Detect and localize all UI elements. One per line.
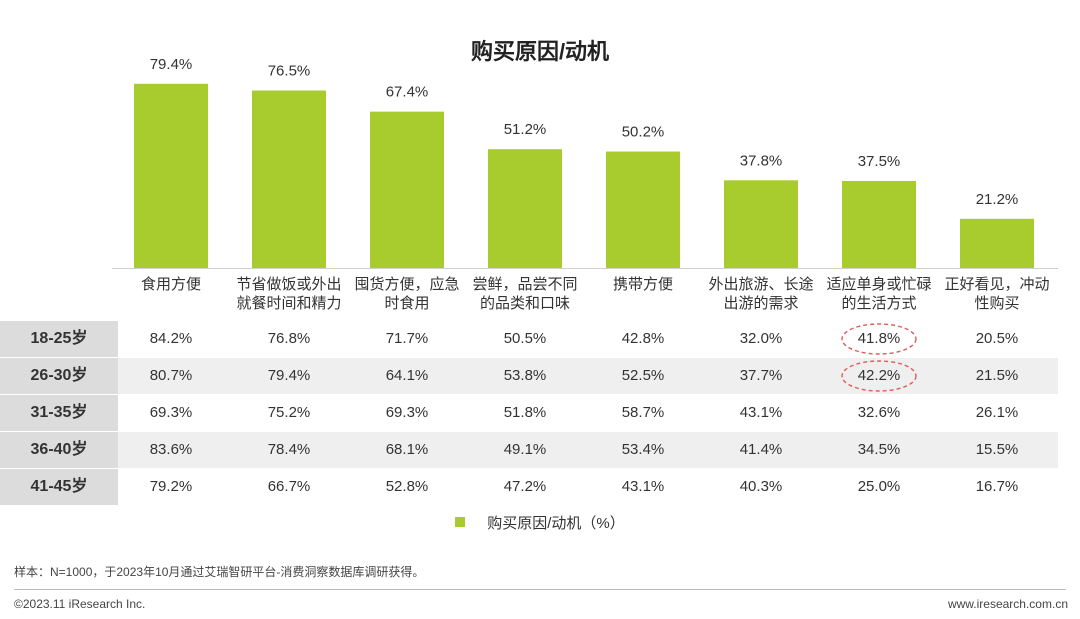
table-cell: 32.0% — [739, 330, 783, 347]
bar-value-label-2: 67.4% — [386, 84, 429, 101]
bar-value-label-7: 21.2% — [976, 191, 1019, 208]
row-header: 36-40岁 — [0, 432, 118, 468]
table-row: 41-45岁 79.2% 66.7% 52.8% 47.2% 43.1% 40.3% 25.0… — [0, 469, 1058, 505]
bar-1 — [252, 90, 326, 269]
table-cell: 40.3% — [739, 478, 783, 495]
category-label-7: 正好看见，冲动 性购买 — [937, 275, 1057, 313]
table-cell: 80.7% — [149, 367, 193, 384]
table-cell: 79.4% — [267, 367, 311, 384]
category-label-line: 节省做饭或外出 — [236, 276, 342, 293]
table-row: 18-25岁 84.2% 76.8% 71.7% 50.5% 42.8% 32.0% 41.8… — [0, 321, 1058, 357]
category-label-line: 外出旅游、长途 — [708, 276, 814, 293]
table-cell: 71.7% — [385, 330, 429, 347]
category-label-line: 携带方便 — [612, 276, 673, 293]
row-header: 18-25岁 — [0, 321, 118, 357]
table-cell: 15.5% — [975, 441, 1019, 458]
table-row: 31-35岁 69.3% 75.2% 69.3% 51.8% 58.7% 43.1% 32.6… — [0, 395, 1058, 431]
category-label-line: 尝鲜，品尝不同 — [472, 276, 578, 293]
table-cell: 78.4% — [267, 441, 311, 458]
category-label-6: 适应单身或忙碌 的生活方式 — [819, 275, 939, 313]
bar-value-label-5: 37.8% — [740, 152, 783, 169]
category-label-line: 出游的需求 — [723, 295, 799, 312]
category-label-0: 食用方便 — [111, 275, 231, 294]
table-cell: 25.0% — [857, 478, 901, 495]
bar-value-label-4: 50.2% — [622, 124, 665, 141]
bar-2 — [370, 111, 444, 269]
table-cell: 47.2% — [503, 478, 547, 495]
website-link[interactable]: www.iresearch.com.cn — [947, 597, 1068, 611]
category-label-2: 囤货方便，应急 时食用 — [347, 275, 467, 313]
table-row: 26-30岁 80.7% 79.4% 64.1% 53.8% 52.5% 37.7% 42.2… — [0, 358, 1058, 394]
bar-value-label-3: 51.2% — [504, 121, 547, 138]
category-label-line: 的生活方式 — [841, 295, 917, 312]
row-header: 41-45岁 — [0, 469, 118, 505]
legend-label: 购买原因/动机（%） — [487, 515, 625, 532]
bar-4 — [606, 151, 680, 268]
bar-value-label-6: 37.5% — [858, 153, 901, 170]
row-header: 31-35岁 — [0, 395, 118, 431]
legend: 购买原因/动机（%） — [0, 512, 1080, 533]
copyright: ©2023.11 iResearch Inc. — [14, 597, 146, 611]
category-label-5: 外出旅游、长途 出游的需求 — [701, 275, 821, 313]
bar-6 — [842, 181, 916, 268]
table-cell: 50.5% — [503, 330, 547, 347]
bar-5 — [724, 180, 798, 268]
table-cell: 43.1% — [739, 404, 783, 421]
table-cell: 52.8% — [385, 478, 429, 495]
category-label-line: 性购买 — [974, 295, 1020, 312]
table-cell: 75.2% — [267, 404, 311, 421]
table-cell: 20.5% — [975, 330, 1019, 347]
table-cell: 83.6% — [149, 441, 193, 458]
table-cell: 41.4% — [739, 441, 783, 458]
legend-swatch — [455, 517, 466, 527]
table-cell: 58.7% — [621, 404, 665, 421]
table-cell: 53.4% — [621, 441, 665, 458]
table-cell: 53.8% — [503, 367, 547, 384]
table-cell: 26.1% — [975, 404, 1019, 421]
table-cell: 34.5% — [857, 441, 901, 458]
category-label-4: 携带方便 — [583, 275, 703, 294]
bar-7 — [960, 218, 1034, 268]
bar-0 — [134, 83, 208, 269]
table-cell: 76.8% — [267, 330, 311, 347]
table-cell: 42.8% — [621, 330, 665, 347]
table-cell: 41.8% — [857, 330, 901, 347]
table-cell: 21.5% — [975, 367, 1019, 384]
category-label-3: 尝鲜，品尝不同 的品类和口味 — [465, 275, 585, 313]
category-label-line: 适应单身或忙碌 — [826, 276, 932, 293]
category-label-line: 正好看见，冲动 — [944, 276, 1050, 293]
footer-divider — [14, 589, 1066, 590]
table-cell: 51.8% — [503, 404, 547, 421]
category-label-line: 食用方便 — [140, 276, 201, 293]
bar-3 — [488, 149, 562, 268]
sample-note: 样本：N=1000，于2023年10月通过艾瑞智研平台-消费洞察数据库调研获得。 — [14, 565, 425, 579]
table-cell: 68.1% — [385, 441, 429, 458]
table-cell: 16.7% — [975, 478, 1019, 495]
table-row: 36-40岁 83.6% 78.4% 68.1% 49.1% 53.4% 41.4% 34.5… — [0, 432, 1058, 468]
row-header: 26-30岁 — [0, 358, 118, 394]
category-label-line: 时食用 — [384, 295, 430, 312]
category-label-1: 节省做饭或外出 就餐时间和精力 — [229, 275, 349, 313]
table-cell: 32.6% — [857, 404, 901, 421]
table-cell: 52.5% — [621, 367, 665, 384]
table-cell: 69.3% — [149, 404, 193, 421]
table-cell: 66.7% — [267, 478, 311, 495]
category-label-line: 囤货方便，应急 — [354, 276, 460, 293]
category-label-line: 就餐时间和精力 — [236, 295, 342, 312]
table-cell: 84.2% — [149, 330, 193, 347]
table-cell: 49.1% — [503, 441, 547, 458]
table-cell: 43.1% — [621, 478, 665, 495]
table-cell: 79.2% — [149, 478, 193, 495]
table-cell: 64.1% — [385, 367, 429, 384]
category-label-line: 的品类和口味 — [479, 295, 570, 312]
chart-title: 购买原因/动机 — [470, 39, 610, 64]
table-cell: 37.7% — [739, 367, 783, 384]
table-cell: 69.3% — [385, 404, 429, 421]
table-cell: 42.2% — [857, 367, 901, 384]
